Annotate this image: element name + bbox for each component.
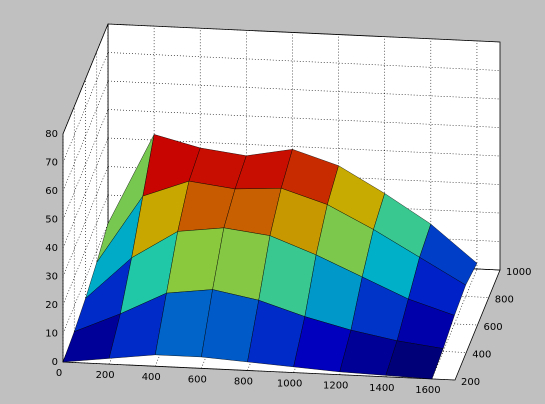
z-tick-label: 40 xyxy=(45,243,58,254)
x-tick-label: 200 xyxy=(96,370,115,381)
y-tick-label: 200 xyxy=(461,377,480,388)
z-tick-label: 10 xyxy=(45,329,58,340)
grid-line xyxy=(431,268,478,380)
grid-line xyxy=(62,361,456,381)
grid-line xyxy=(107,166,501,185)
surface-patch xyxy=(385,340,444,380)
grid-line xyxy=(62,194,109,306)
grid-line xyxy=(62,52,109,163)
z-tick-label: 70 xyxy=(45,158,58,169)
grid-line xyxy=(62,166,109,277)
z-tick-label: 0 xyxy=(52,357,58,368)
z-tick-label: 30 xyxy=(45,272,58,283)
z-tick-label: 60 xyxy=(45,186,58,197)
x-tick-label: 800 xyxy=(234,376,253,387)
grid-line xyxy=(62,23,109,135)
z-tick-label: 80 xyxy=(45,129,58,140)
x-tick-label: 400 xyxy=(142,372,161,383)
grid-line xyxy=(107,23,501,43)
x-tick-label: 1200 xyxy=(323,381,348,392)
y-tick-label: 600 xyxy=(484,322,503,333)
x-tick-label: 1600 xyxy=(415,385,440,396)
grid-line xyxy=(62,80,109,192)
x-tick-label: 1000 xyxy=(277,379,302,390)
x-tick-label: 0 xyxy=(56,368,62,379)
x-tick-label: 600 xyxy=(188,374,207,385)
grid-line xyxy=(62,223,109,334)
grid-line xyxy=(107,80,501,100)
grid-line xyxy=(107,109,501,128)
grid-line xyxy=(107,52,501,71)
grid-line xyxy=(62,137,109,249)
y-tick-label: 400 xyxy=(472,350,491,361)
grid-line xyxy=(107,137,501,157)
z-tick-label: 20 xyxy=(45,300,58,311)
grid-line xyxy=(62,109,109,220)
grid-line xyxy=(107,194,501,214)
z-tick-label: 50 xyxy=(45,215,58,226)
y-tick-label: 1000 xyxy=(506,267,531,278)
x-tick-label: 1400 xyxy=(369,383,394,394)
y-tick-label: 800 xyxy=(495,295,514,306)
